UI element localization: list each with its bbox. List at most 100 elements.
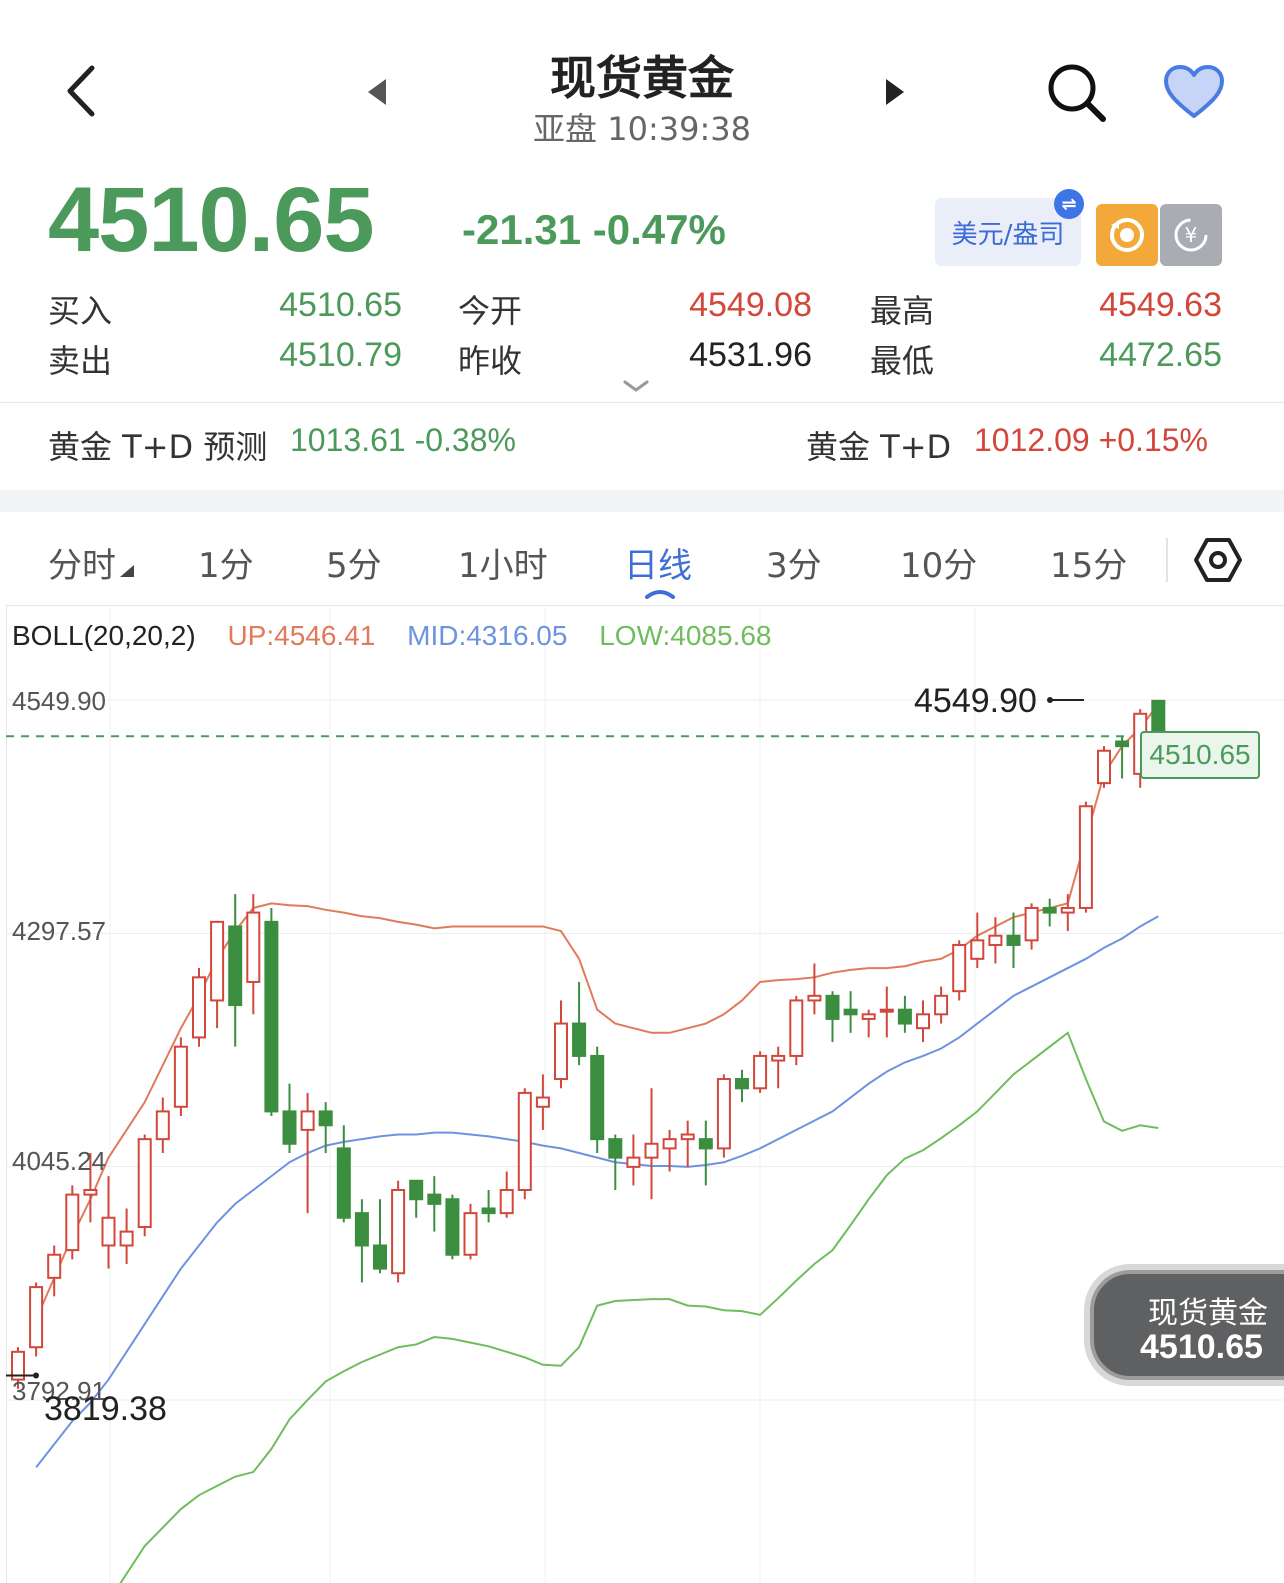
high-label: 最高 [870,292,935,330]
tab-15min[interactable]: 15分 [1050,546,1128,586]
buy-value: 4510.65 [279,286,402,324]
chart-settings-icon[interactable] [1190,532,1246,588]
candle-up [807,994,822,1002]
y-tick-bottom: 3792.91 [12,1376,106,1406]
candle-up [771,1054,786,1062]
candle-up [662,1138,677,1150]
last-price: 4510.65 [48,169,375,271]
candle-up [463,1212,478,1256]
favorite-heart-icon[interactable] [1156,56,1232,128]
candle-down [354,1212,369,1247]
candle-up [644,1142,659,1159]
candle-up [789,999,804,1057]
candle-down [572,1022,587,1057]
svg-text:¥: ¥ [1185,223,1198,247]
candle-down [481,1207,496,1215]
candle-down [825,994,840,1020]
tab-5min[interactable]: 5分 [326,546,382,586]
open-value: 4549.08 [689,286,812,324]
floating-quote-card[interactable]: 现货黄金 4510.65 [1090,1270,1284,1380]
caret-down-icon [120,562,134,581]
candle-down [336,1147,351,1219]
next-instrument-button[interactable] [874,70,914,114]
candle-up [101,1216,116,1247]
candle-up [916,1013,930,1030]
candle-up [879,1008,894,1013]
tab-timeshare[interactable]: 分时 [48,546,116,586]
tab-10min[interactable]: 10分 [900,546,978,586]
max-price-label: 4549.90 [914,682,1037,720]
history-button[interactable] [1096,204,1158,266]
tab-1hour[interactable]: 1小时 [458,546,548,586]
td-value: 1012.09 +0.15% [974,422,1208,458]
active-tab-indicator [644,584,676,603]
current-price-tag: 4510.65 [1140,731,1260,779]
buy-label: 买入 [48,292,113,330]
candle-down [282,1110,297,1145]
boll-low-line [119,1031,1159,1583]
high-value: 4549.63 [1099,286,1222,324]
tab-separator [1166,538,1168,582]
candle-up [1078,805,1093,909]
candle-up [1097,749,1111,785]
boll-up: UP:4546.41 [227,620,376,651]
candle-down [1115,740,1130,748]
prev-close-value: 4531.96 [689,336,812,374]
prev-instrument-button[interactable] [358,70,398,114]
candle-up [499,1189,514,1215]
candle-down [843,1008,858,1016]
boll-name: BOLL(20,20,2) [12,620,196,651]
swap-icon: ⇌ [1054,189,1084,219]
candle-down [735,1078,749,1090]
candle-up [83,1189,98,1196]
page-title: 现货黄金 [550,51,734,105]
candle-up [554,1022,568,1081]
tab-3min[interactable]: 3分 [766,546,822,586]
back-button[interactable] [52,56,112,126]
boll-low: LOW:4085.68 [599,620,772,651]
price-change: -21.31 -0.47% [462,206,726,253]
candle-down [427,1193,442,1205]
candle-up [210,920,225,1002]
currency-convert-button[interactable]: ¥ [1160,204,1222,266]
candle-up [391,1189,406,1275]
candle-up [952,943,967,993]
tab-1min[interactable]: 1分 [198,546,254,586]
candle-up [517,1091,532,1192]
candle-up [192,976,206,1039]
candle-up [119,1230,134,1247]
candle-down [897,1008,912,1025]
candle-up [535,1096,550,1108]
candle-up [300,1110,315,1131]
td-forecast-value: 1013.61 -0.38% [290,422,516,458]
y-tick-2: 4297.57 [12,916,106,946]
candle-up [137,1138,152,1228]
unit-toggle-button[interactable]: 美元/盎司 [935,198,1081,266]
boll-indicator: BOLL(20,20,2) UP:4546.41 MID:4316.05 LOW… [12,620,772,652]
candle-down [1006,934,1021,946]
candle-up [753,1054,768,1090]
sell-value: 4510.79 [279,336,402,374]
tab-daily[interactable]: 日线 [624,546,692,586]
candle-up [1024,906,1039,942]
candlestick-chart[interactable] [0,600,1284,1583]
low-value: 4472.65 [1099,336,1222,374]
candle-up [65,1193,80,1252]
sell-label: 卖出 [48,342,113,380]
search-icon[interactable] [1040,56,1114,130]
candle-up [173,1045,188,1108]
max-marker-dot [1047,697,1053,703]
session-time: 亚盘 10:39:38 [533,110,751,148]
candle-up [11,1350,25,1381]
candle-up [47,1253,62,1279]
td-label: 黄金 T+D [806,428,952,466]
boll-mid-line [35,915,1159,1469]
candle-up [29,1286,44,1349]
chart-area[interactable] [6,605,1284,1583]
candle-down [409,1179,424,1201]
candle-down [608,1138,623,1159]
candle-down [698,1138,713,1150]
expand-chevron-icon[interactable] [616,374,656,398]
boll-mid: MID:4316.05 [407,620,568,651]
candle-up [155,1110,170,1141]
